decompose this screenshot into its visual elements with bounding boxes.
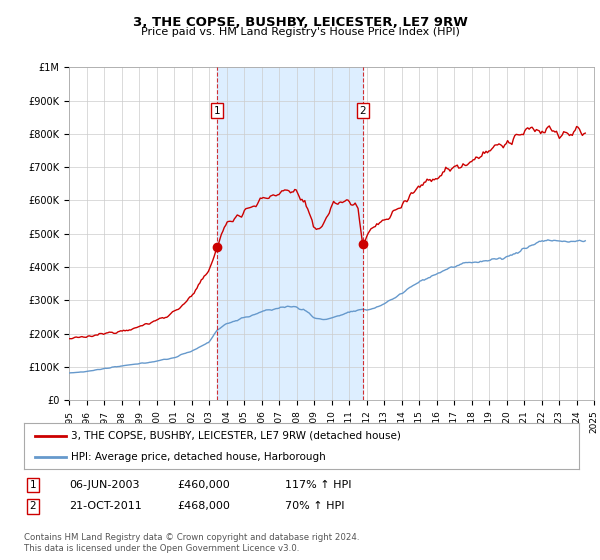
Text: 3, THE COPSE, BUSHBY, LEICESTER, LE7 9RW: 3, THE COPSE, BUSHBY, LEICESTER, LE7 9RW	[133, 16, 467, 29]
Text: 3, THE COPSE, BUSHBY, LEICESTER, LE7 9RW (detached house): 3, THE COPSE, BUSHBY, LEICESTER, LE7 9RW…	[71, 431, 401, 441]
Text: 70% ↑ HPI: 70% ↑ HPI	[285, 501, 344, 511]
Text: 1: 1	[214, 105, 220, 115]
Text: 2: 2	[359, 105, 367, 115]
Text: 117% ↑ HPI: 117% ↑ HPI	[285, 480, 352, 490]
Text: Price paid vs. HM Land Registry's House Price Index (HPI): Price paid vs. HM Land Registry's House …	[140, 27, 460, 37]
Text: 2: 2	[29, 501, 37, 511]
Text: 1: 1	[29, 480, 37, 490]
Text: 21-OCT-2011: 21-OCT-2011	[69, 501, 142, 511]
Text: £460,000: £460,000	[177, 480, 230, 490]
Bar	[217, 67, 363, 400]
Text: £468,000: £468,000	[177, 501, 230, 511]
Text: HPI: Average price, detached house, Harborough: HPI: Average price, detached house, Harb…	[71, 452, 326, 462]
Text: This data is licensed under the Open Government Licence v3.0.: This data is licensed under the Open Gov…	[24, 544, 299, 553]
Text: 06-JUN-2003: 06-JUN-2003	[69, 480, 139, 490]
Text: Contains HM Land Registry data © Crown copyright and database right 2024.: Contains HM Land Registry data © Crown c…	[24, 533, 359, 542]
